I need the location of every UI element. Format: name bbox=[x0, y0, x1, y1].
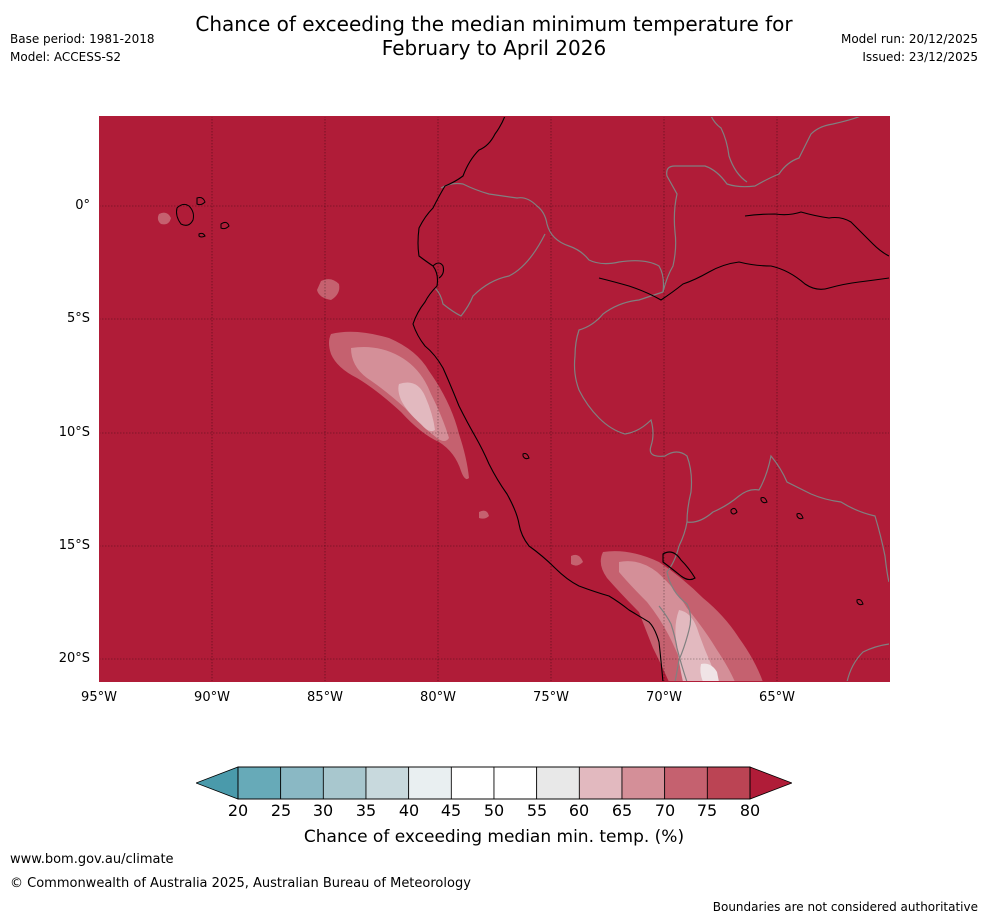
title-line-1: Chance of exceeding the median minimum t… bbox=[195, 12, 793, 36]
border-brazil-bolivia bbox=[686, 454, 890, 583]
colorbar-over-arrow bbox=[749, 766, 792, 800]
contour-patches bbox=[157, 212, 763, 682]
galapagos-islands bbox=[176, 197, 230, 238]
colorbar-tick: 35 bbox=[355, 801, 377, 820]
disclaimer-text: Boundaries are not considered authoritat… bbox=[712, 900, 978, 914]
run-info: Model run: 20/12/2025 Issued: 23/12/2025 bbox=[841, 30, 978, 66]
colorbar-segment bbox=[322, 766, 367, 800]
colorbar-outline bbox=[237, 766, 751, 800]
border-venezuela bbox=[710, 116, 748, 183]
colorbar-segment bbox=[450, 766, 495, 800]
coast-lake-titicaca bbox=[662, 551, 696, 581]
colorbar-segment bbox=[493, 766, 538, 800]
lon-label-85w: 85°W bbox=[307, 690, 343, 705]
colorbar-under-arrow bbox=[196, 766, 239, 800]
lon-label-95w: 95°W bbox=[81, 690, 117, 705]
lat-label-10s: 10°S bbox=[58, 425, 90, 440]
colorbar-tick: 70 bbox=[654, 801, 676, 820]
colorbar-tick: 75 bbox=[696, 801, 718, 820]
colorbar-tick: 60 bbox=[568, 801, 590, 820]
contour-55-60-andes bbox=[700, 663, 719, 682]
colorbar-segment bbox=[280, 766, 324, 800]
lake bbox=[522, 453, 530, 460]
lon-label-70w: 70°W bbox=[646, 690, 682, 705]
border-bolivia-paraguay bbox=[846, 643, 890, 682]
colorbar-title: Chance of exceeding median min. temp. (%… bbox=[303, 827, 685, 847]
lake bbox=[796, 513, 804, 520]
colorbar-tick: 25 bbox=[270, 801, 292, 820]
border-colombia-brazil bbox=[662, 116, 862, 293]
model-run-text: Model run: 20/12/2025 bbox=[840, 32, 978, 46]
gridlines bbox=[99, 116, 890, 682]
map-background bbox=[99, 116, 890, 682]
island bbox=[196, 197, 206, 206]
small-lakes bbox=[522, 453, 864, 606]
colorbar-tick: 55 bbox=[526, 801, 548, 820]
coastlines bbox=[412, 116, 890, 682]
colorbar-tick: 45 bbox=[440, 801, 462, 820]
colorbar-segment bbox=[706, 766, 751, 800]
island bbox=[176, 203, 194, 226]
border-bolivia-chile bbox=[658, 605, 688, 682]
colorbar-segment bbox=[621, 766, 666, 800]
title-line-2: February to April 2026 bbox=[381, 36, 607, 60]
colorbar-segment bbox=[578, 766, 623, 800]
map-panel bbox=[99, 116, 890, 682]
colorbar-tick: 80 bbox=[739, 801, 761, 820]
probability-map bbox=[99, 116, 890, 682]
lake bbox=[730, 507, 738, 515]
lat-label-20s: 20°S bbox=[58, 651, 90, 666]
contour-70-75-small bbox=[571, 554, 583, 566]
colorbar-tick: 50 bbox=[483, 801, 505, 820]
website-link[interactable]: www.bom.gov.au/climate bbox=[10, 852, 174, 867]
model-info: Base period: 1981-2018 Model: ACCESS-S2 bbox=[10, 30, 155, 66]
lat-label-0: 0° bbox=[75, 198, 90, 213]
map-title: Chance of exceeding the median minimum t… bbox=[0, 12, 988, 60]
base-period-text: Base period: 1981-2018 bbox=[10, 32, 155, 46]
lat-label-5s: 5°S bbox=[66, 311, 90, 326]
lon-label-75w: 75°W bbox=[533, 690, 569, 705]
contour-70-75-small bbox=[317, 279, 340, 300]
colorbar-segment bbox=[237, 766, 282, 800]
colorbar-tick: 20 bbox=[227, 801, 249, 820]
contour-70-75-small bbox=[479, 510, 489, 519]
island bbox=[220, 221, 230, 230]
colorbar-tick: 30 bbox=[312, 801, 334, 820]
coast-guayaquil bbox=[432, 262, 445, 279]
coast-amazon-channel bbox=[744, 211, 890, 257]
colorbar-segment bbox=[408, 766, 452, 800]
colorbar bbox=[196, 766, 792, 800]
colorbar-segment bbox=[664, 766, 708, 800]
lake bbox=[856, 599, 864, 606]
model-text: Model: ACCESS-S2 bbox=[10, 50, 122, 64]
map-frame bbox=[99, 116, 890, 682]
island bbox=[198, 232, 206, 238]
colorbar-segments bbox=[237, 766, 751, 800]
colorbar-tick: 65 bbox=[611, 801, 633, 820]
lon-label-90w: 90°W bbox=[194, 690, 230, 705]
issued-text: Issued: 23/12/2025 bbox=[862, 50, 978, 64]
border-peru-bolivia bbox=[666, 545, 692, 682]
colorbar-tick: 40 bbox=[398, 801, 420, 820]
contour-70-75-small bbox=[157, 212, 171, 225]
coast-caribbean bbox=[598, 261, 890, 301]
copyright-text: © Commonwealth of Australia 2025, Austra… bbox=[10, 876, 471, 891]
lat-label-15s: 15°S bbox=[58, 538, 90, 553]
country-borders bbox=[434, 116, 890, 682]
colorbar-segment bbox=[536, 766, 580, 800]
lon-label-65w: 65°W bbox=[759, 690, 795, 705]
border-peru-brazil bbox=[573, 291, 693, 547]
lake bbox=[760, 497, 768, 504]
coast-pacific bbox=[412, 116, 664, 682]
contour-60-65-peru bbox=[398, 382, 435, 432]
lon-label-80w: 80°W bbox=[420, 690, 456, 705]
colorbar-segment bbox=[365, 766, 410, 800]
border-ecuador-peru bbox=[434, 233, 546, 317]
border-colombia-ecuador bbox=[440, 182, 665, 293]
